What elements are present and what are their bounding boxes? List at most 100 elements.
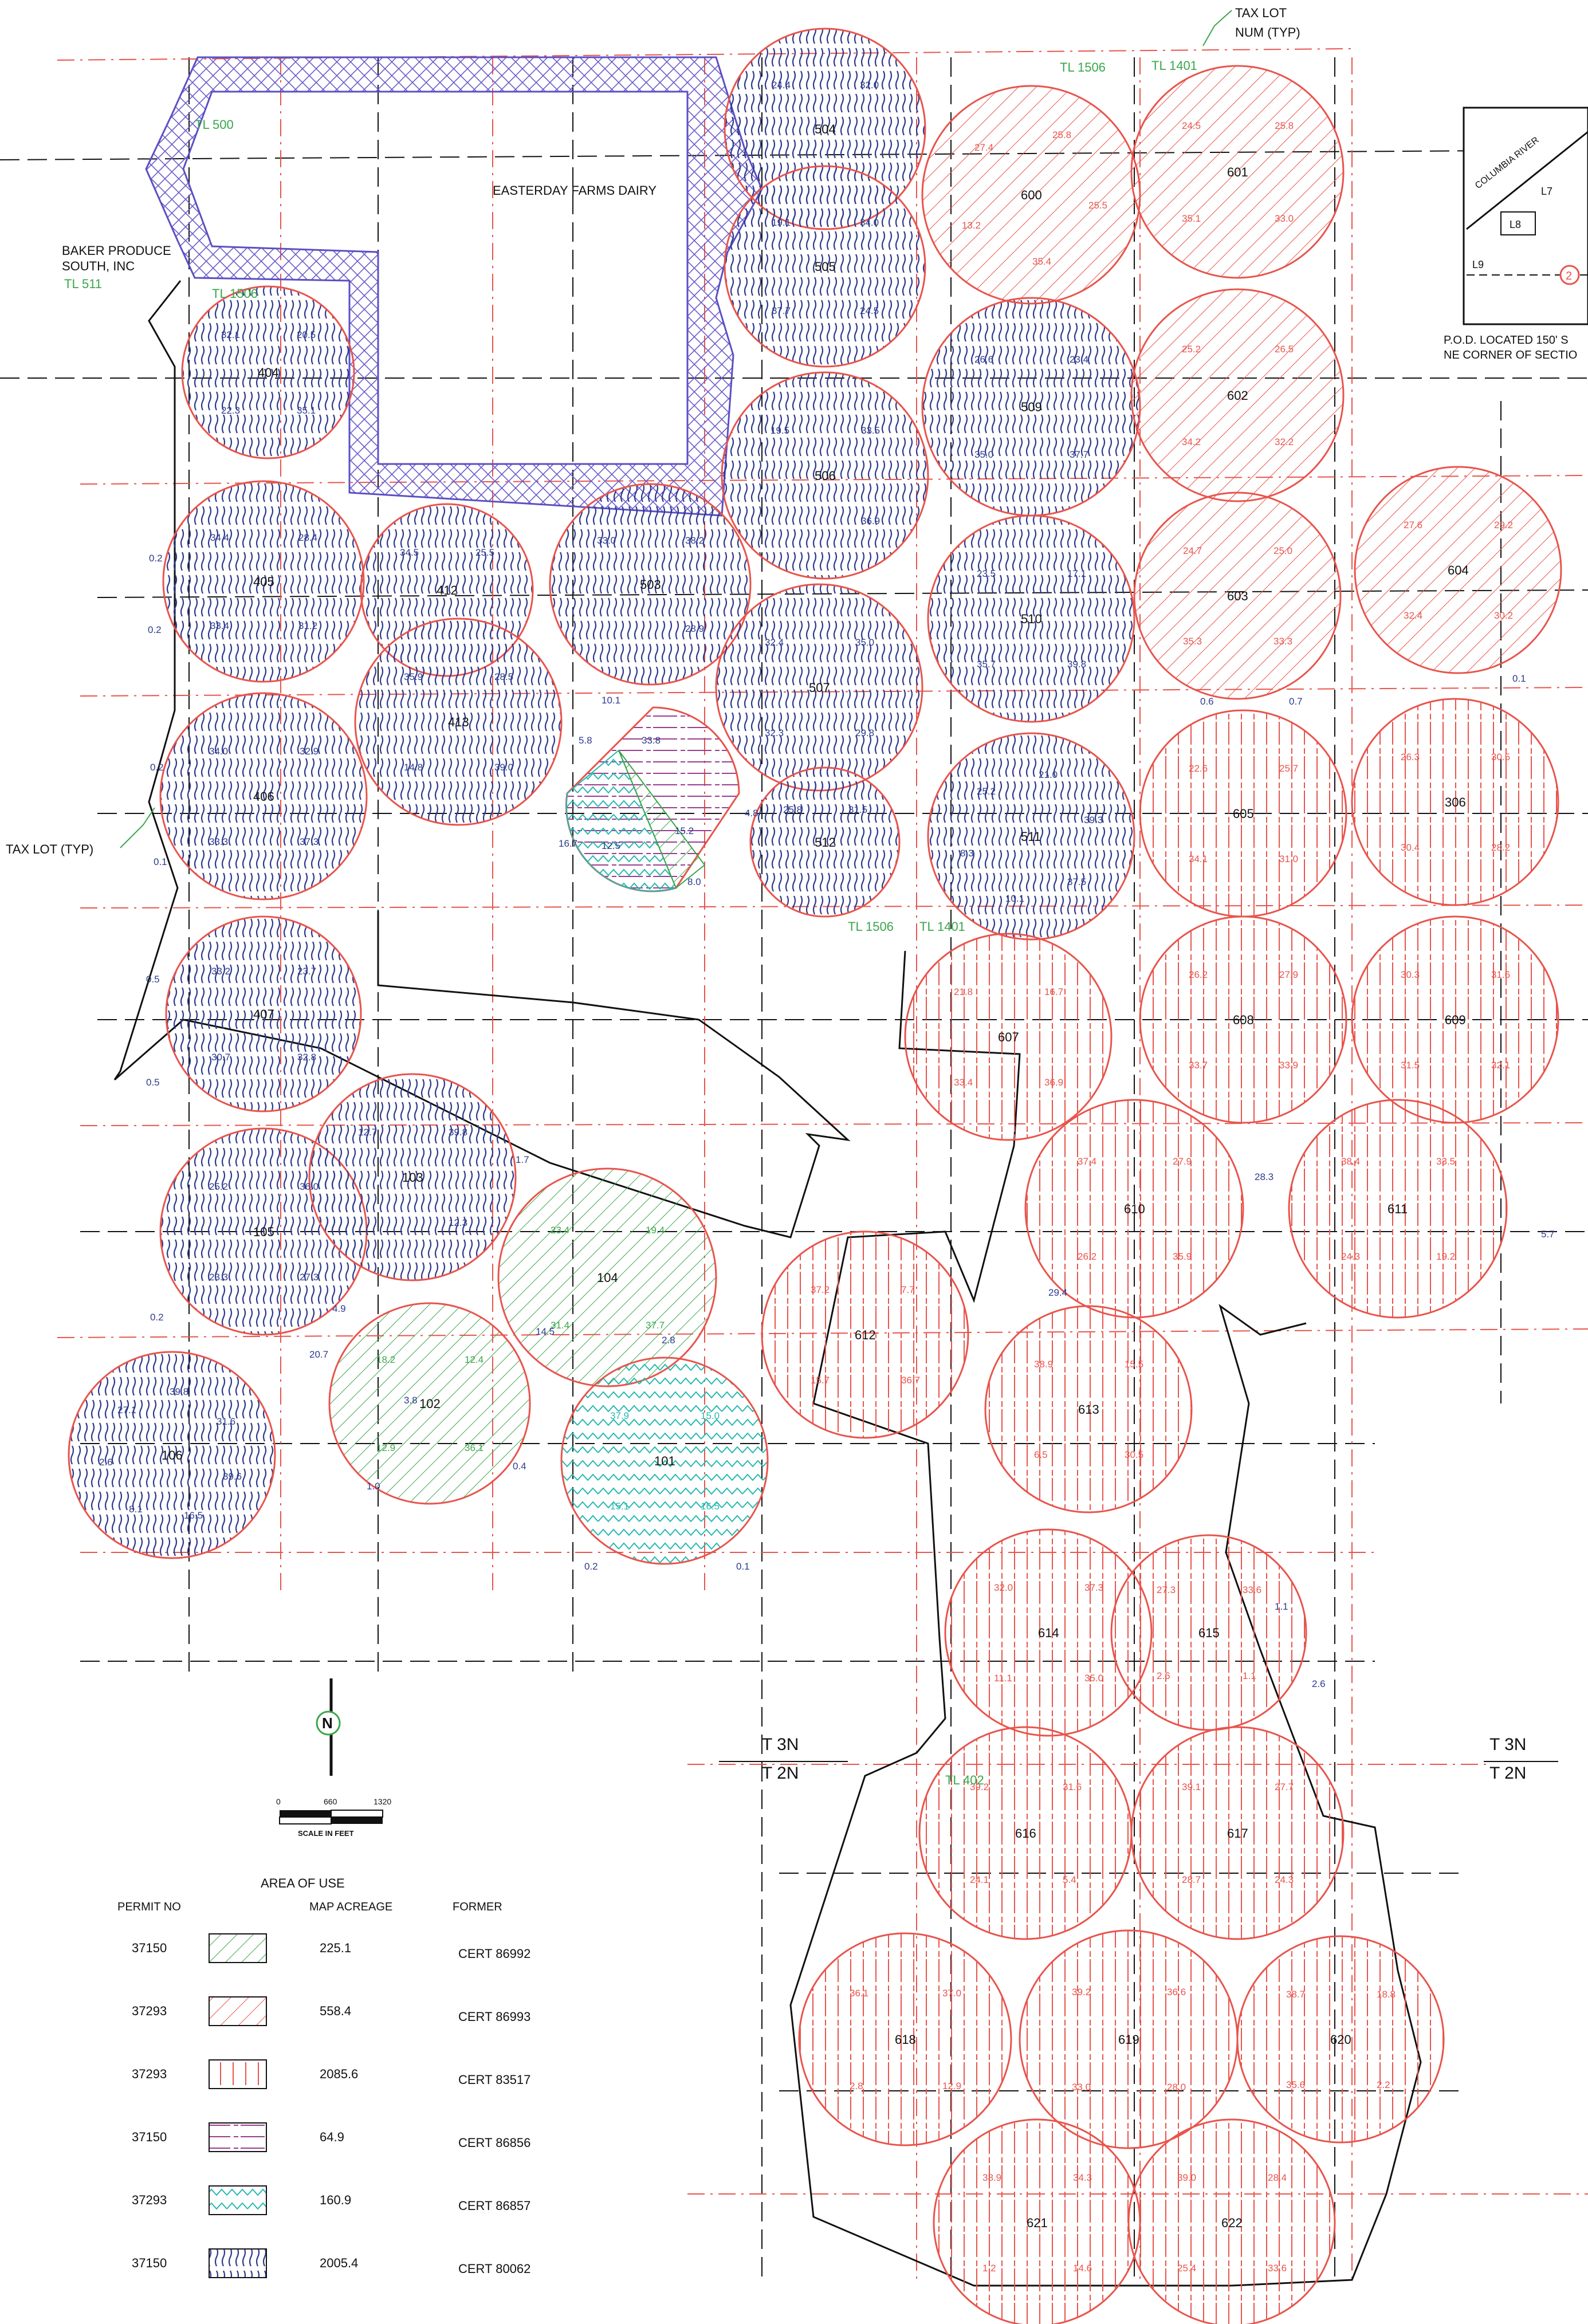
field-614-acreage: 32.0 [994, 1582, 1013, 1593]
edge-acreage: 29.4 [1048, 1287, 1067, 1298]
field-413-acreage: 28.5 [494, 671, 513, 682]
edge-acreage: 16.7 [559, 838, 577, 849]
field-104-acreage: 23.4 [551, 1225, 569, 1236]
field-504-acreage: 24.4 [772, 80, 791, 91]
legend-swatch [209, 2122, 267, 2152]
legend-swatch [209, 2248, 267, 2278]
edge-acreage: 28.3 [1255, 1171, 1273, 1182]
field-503 [549, 483, 752, 686]
field-407-acreage: 32.8 [297, 1052, 316, 1063]
field-601-acreage: 33.0 [1275, 213, 1294, 224]
field-608 [1139, 915, 1347, 1124]
legend-former: CERT 86992 [458, 1947, 530, 1961]
field-601-acreage: 25.8 [1275, 120, 1294, 131]
tax-lot-left-label: TAX LOT (TYP) [6, 842, 93, 856]
field-610-acreage: 26.2 [1078, 1251, 1096, 1262]
field-105-acreage: 36.0 [300, 1181, 319, 1192]
field-603-acreage: 25.0 [1273, 545, 1292, 556]
field-614-acreage: 35.0 [1084, 1673, 1103, 1684]
field-622-acreage: 39.0 [1177, 2172, 1196, 2183]
field-id-505: 505 [815, 259, 836, 274]
field-id-104: 104 [597, 1271, 618, 1285]
field-id-503: 503 [640, 577, 661, 592]
field-id-622: 622 [1221, 2216, 1243, 2230]
tax-lot-callout: TAX LOT NUM (TYP) TAX LOT (TYP) [6, 6, 1300, 856]
tl-511-label: TL 511 [64, 277, 102, 291]
field-620 [1236, 1935, 1445, 2144]
field-611-acreage: 24.3 [1341, 1251, 1360, 1262]
field-id-507: 507 [809, 681, 830, 695]
pod-note-2: NE CORNER OF SECTIO [1444, 349, 1577, 361]
edge-acreage: 0.2 [584, 1561, 598, 1572]
field-509-acreage: 26.6 [974, 354, 993, 365]
field-405-acreage: 34.4 [210, 532, 229, 543]
field-608-acreage: 33.9 [1279, 1060, 1298, 1071]
field-406 [159, 692, 368, 900]
field-616-acreage: 31.6 [1063, 1782, 1082, 1792]
field-406-acreage: 34.0 [209, 746, 228, 757]
field-105-acreage: 25.2 [209, 1181, 228, 1192]
field-610-acreage: 35.9 [1173, 1251, 1192, 1262]
field-105-acreage: 27.3 [300, 1272, 319, 1283]
field-412-acreage: 25.5 [475, 547, 494, 558]
field-619-acreage: 39.2 [1072, 1987, 1091, 1997]
field-id-509: 509 [1021, 400, 1042, 414]
tax-lot-callout-line2: NUM (TYP) [1235, 25, 1300, 40]
field-405-acreage: 33.4 [210, 620, 229, 631]
legend: AREA OF USE PERMIT NO MAP ACREAGE FORMER… [117, 1876, 530, 2278]
field-id-504: 504 [815, 122, 836, 136]
field-510-acreage: 39.8 [1067, 659, 1086, 670]
field-407 [165, 915, 362, 1112]
edge-acreage: 0.7 [1289, 696, 1303, 707]
legend-acreage: 2005.4 [320, 2256, 358, 2270]
legend-acreage: 160.9 [320, 2193, 351, 2207]
field-615 [1110, 1534, 1307, 1731]
field-604-acreage: 30.2 [1494, 610, 1513, 621]
field-id-105: 105 [253, 1225, 274, 1239]
legend-permit: 37293 [132, 2193, 167, 2207]
field-505 [724, 165, 926, 368]
field-613-acreage: 15.5 [1125, 1359, 1143, 1370]
legend-header-former: FORMER [453, 1901, 502, 1913]
field-104-acreage: 37.7 [646, 1320, 665, 1331]
field-614-acreage: 11.1 [994, 1673, 1012, 1684]
field-404-acreage: 22.3 [221, 405, 240, 416]
field-id-604: 604 [1448, 563, 1469, 577]
field-306-acreage: 28.2 [1491, 842, 1510, 853]
legend-header-acreage: MAP ACREAGE [309, 1901, 392, 1913]
field-404-acreage: 20.5 [297, 329, 316, 340]
field-613 [984, 1305, 1193, 1513]
field-603 [1133, 491, 1342, 700]
field-622-acreage: 28.4 [1268, 2172, 1287, 2183]
field-106-acreage: 39.8 [170, 1386, 188, 1397]
field-id-510: 510 [1021, 612, 1042, 626]
field-511-acreage: 39.3 [1084, 815, 1103, 825]
field-602-acreage: 25.2 [1182, 344, 1201, 355]
field-306-acreage: 26.3 [1401, 752, 1420, 762]
field-id-618: 618 [895, 2032, 916, 2047]
field-607-acreage: 33.4 [954, 1077, 973, 1088]
scale-tick-660: 660 [324, 1797, 337, 1806]
field-106-acreage: 16.5 [184, 1510, 203, 1521]
field-615-acreage: 27.3 [1157, 1584, 1176, 1595]
field-101-acreage: 37.9 [610, 1410, 629, 1421]
field-616-acreage: 5.4 [1063, 1874, 1076, 1885]
field-618-acreage: 36.1 [850, 1988, 868, 1999]
edge-acreage: 12.5 [602, 840, 620, 851]
svg-text:2: 2 [1566, 270, 1572, 282]
field-604 [1354, 466, 1562, 674]
field-617-acreage: 24.3 [1275, 1874, 1294, 1885]
field-id-605: 605 [1233, 807, 1254, 821]
township-labels: T 3N T 2N T 3N T 2N [719, 1735, 1558, 1783]
field-404 [181, 285, 355, 459]
field-611-acreage: 19.2 [1436, 1251, 1455, 1262]
edge-acreage: 0.1 [1512, 673, 1526, 684]
edge-acreage: 33.8 [642, 735, 661, 746]
field-506 [721, 371, 929, 580]
inset-lot-l7: L7 [1541, 186, 1552, 197]
field-604-acreage: 27.6 [1404, 520, 1422, 530]
field-306-acreage: 30.4 [1401, 842, 1420, 853]
field-619-acreage: 36.6 [1167, 1987, 1186, 1997]
edge-acreage: 4.8 [745, 808, 758, 819]
field-id-511: 511 [1021, 829, 1041, 844]
